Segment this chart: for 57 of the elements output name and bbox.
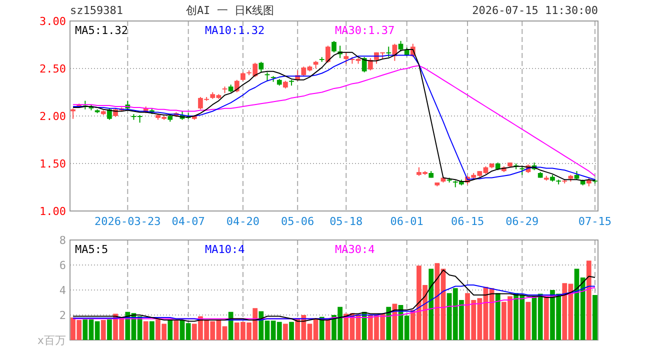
x-tick-label: 2026-03-23 bbox=[94, 215, 161, 228]
y-tick-label: 8 bbox=[59, 234, 66, 247]
bar bbox=[544, 296, 549, 340]
candlestick bbox=[386, 46, 392, 58]
y-tick-label: 4 bbox=[59, 284, 66, 297]
x-tick-label: 07-15 bbox=[578, 215, 612, 228]
text: MA5:1.32 bbox=[75, 24, 128, 37]
candlestick bbox=[362, 56, 367, 73]
text: MA30:4 bbox=[335, 243, 376, 256]
bar bbox=[326, 320, 330, 340]
bar bbox=[283, 324, 288, 340]
bar bbox=[100, 320, 106, 340]
bar bbox=[228, 312, 234, 340]
text: MA30:1.37 bbox=[335, 24, 395, 37]
bar bbox=[592, 295, 598, 340]
x-tick-label: 05-06 bbox=[281, 215, 314, 228]
candlestick bbox=[107, 108, 112, 120]
text: sz159381 bbox=[70, 4, 123, 17]
bar bbox=[289, 322, 294, 340]
chart-title: 创AI 一 日K线图 bbox=[186, 4, 274, 17]
y-tick-label: 3.00 bbox=[40, 15, 66, 28]
text: 2026-07-15 11:30:00 bbox=[472, 4, 598, 17]
bar bbox=[526, 302, 531, 340]
x-tick-label: 04-20 bbox=[226, 215, 260, 228]
bar bbox=[586, 260, 592, 340]
line-series bbox=[72, 270, 596, 322]
text: MA10:1.32 bbox=[205, 24, 265, 37]
y-tick-label: 2.00 bbox=[40, 110, 66, 123]
bar bbox=[107, 319, 112, 340]
bar bbox=[319, 316, 324, 340]
bar bbox=[150, 321, 154, 340]
candlestick bbox=[258, 61, 264, 73]
candlestick bbox=[332, 40, 336, 53]
bar bbox=[386, 306, 392, 340]
x-tick-label: 06-15 bbox=[450, 215, 484, 228]
y-tick-label: 6 bbox=[59, 259, 66, 272]
x-tick-label: 05-18 bbox=[330, 215, 363, 228]
x-tick-label: 04-07 bbox=[172, 215, 205, 228]
bar bbox=[495, 293, 500, 340]
x-tick-label: 06-29 bbox=[506, 215, 539, 228]
candlestick bbox=[234, 79, 240, 93]
candlestick bbox=[368, 58, 373, 71]
y-tick-label: 2 bbox=[59, 309, 66, 322]
x-tick-label: 06-01 bbox=[390, 215, 424, 228]
candlestick bbox=[344, 52, 349, 64]
candlestick bbox=[70, 108, 76, 120]
bar bbox=[174, 320, 179, 340]
y-tick-label: 1.00 bbox=[40, 205, 66, 218]
bar bbox=[428, 268, 434, 340]
y-tick-label: 1.50 bbox=[40, 158, 66, 170]
text: MA5:5 bbox=[75, 243, 108, 256]
text: MA10:4 bbox=[205, 243, 246, 256]
candlestick bbox=[326, 45, 330, 64]
y-axis-title: x百万 bbox=[37, 334, 66, 347]
y-tick-label: 2.50 bbox=[40, 62, 66, 76]
bar bbox=[143, 321, 148, 340]
bar bbox=[168, 319, 173, 340]
